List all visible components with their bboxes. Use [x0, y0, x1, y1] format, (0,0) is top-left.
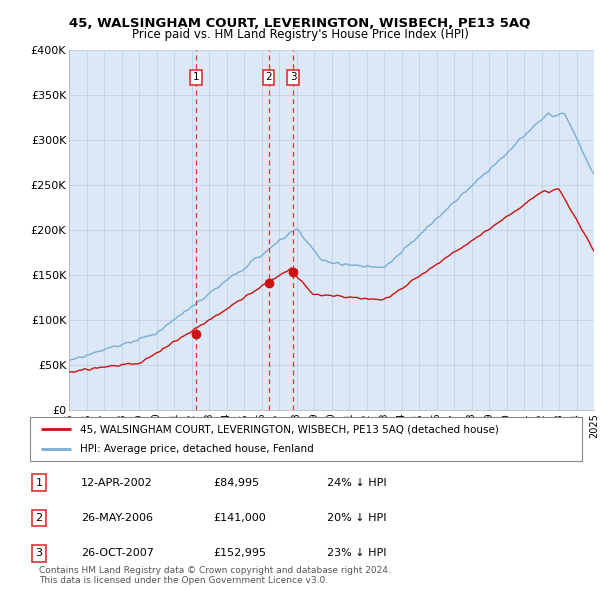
Text: HPI: Average price, detached house, Fenland: HPI: Average price, detached house, Fenl… [80, 444, 313, 454]
Text: £141,000: £141,000 [213, 513, 266, 523]
Text: 45, WALSINGHAM COURT, LEVERINGTON, WISBECH, PE13 5AQ: 45, WALSINGHAM COURT, LEVERINGTON, WISBE… [70, 17, 530, 30]
Text: Price paid vs. HM Land Registry's House Price Index (HPI): Price paid vs. HM Land Registry's House … [131, 28, 469, 41]
Text: Contains HM Land Registry data © Crown copyright and database right 2024.
This d: Contains HM Land Registry data © Crown c… [39, 566, 391, 585]
Text: 26-MAY-2006: 26-MAY-2006 [81, 513, 153, 523]
Text: 23% ↓ HPI: 23% ↓ HPI [327, 549, 386, 558]
Text: £84,995: £84,995 [213, 478, 259, 487]
Text: 3: 3 [290, 72, 296, 82]
Text: 2: 2 [265, 72, 272, 82]
Text: 45, WALSINGHAM COURT, LEVERINGTON, WISBECH, PE13 5AQ (detached house): 45, WALSINGHAM COURT, LEVERINGTON, WISBE… [80, 424, 499, 434]
Text: 2: 2 [35, 513, 43, 523]
Text: 20% ↓ HPI: 20% ↓ HPI [327, 513, 386, 523]
Text: 26-OCT-2007: 26-OCT-2007 [81, 549, 154, 558]
Text: 1: 1 [193, 72, 200, 82]
Text: 3: 3 [35, 549, 43, 558]
Text: 1: 1 [35, 478, 43, 487]
Text: 24% ↓ HPI: 24% ↓ HPI [327, 478, 386, 487]
Text: 12-APR-2002: 12-APR-2002 [81, 478, 153, 487]
Text: £152,995: £152,995 [213, 549, 266, 558]
